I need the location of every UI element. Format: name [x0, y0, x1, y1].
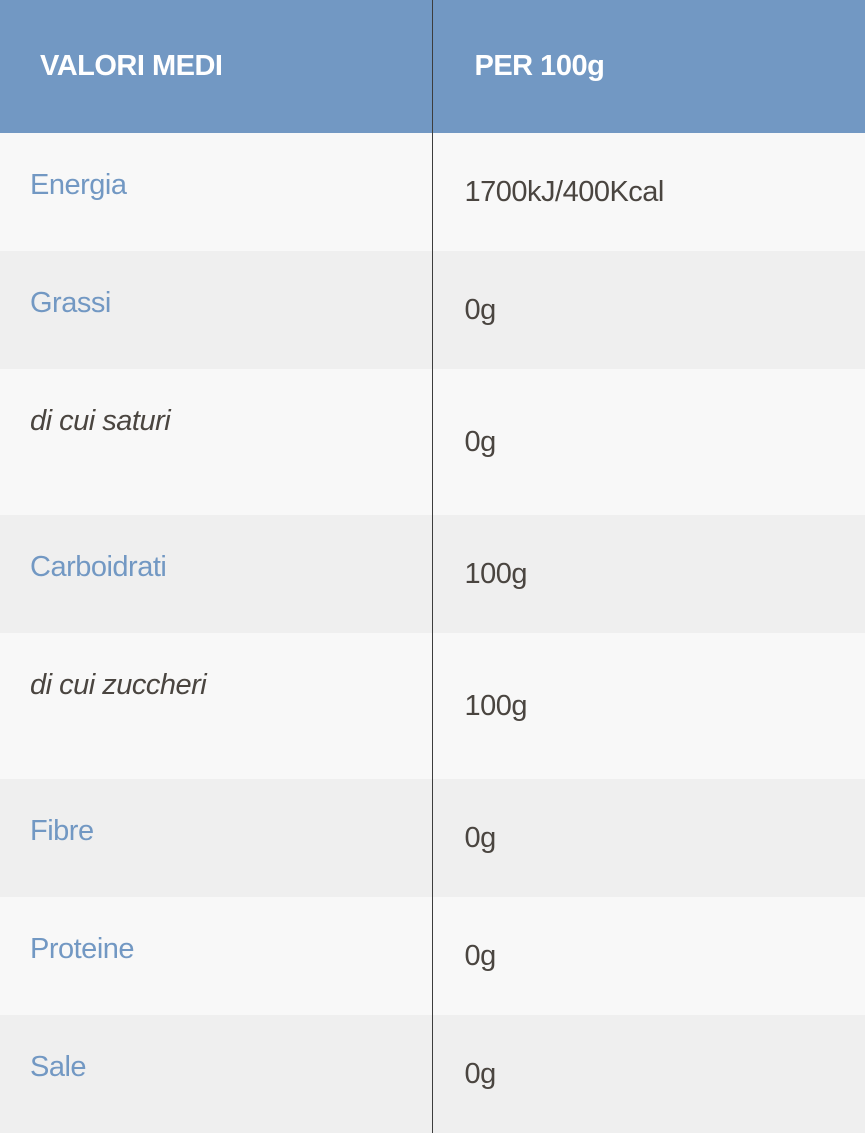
header-row: VALORI MEDI PER 100g [0, 0, 865, 133]
row-label: Carboidrati [0, 515, 433, 633]
row-value: 0g [432, 897, 865, 1015]
row-label: di cui zuccheri [0, 633, 433, 779]
header-per-100g: PER 100g [432, 0, 865, 133]
table-row: di cui saturi 0g [0, 369, 865, 515]
row-label: Fibre [0, 779, 433, 897]
row-value: 0g [432, 251, 865, 369]
table-row: di cui zuccheri 100g [0, 633, 865, 779]
header-valori-medi: VALORI MEDI [0, 0, 433, 133]
row-value: 0g [432, 1015, 865, 1133]
row-label: Energia [0, 133, 433, 251]
table-row: Proteine 0g [0, 897, 865, 1015]
row-value: 0g [432, 779, 865, 897]
row-value: 100g [432, 515, 865, 633]
row-label: Proteine [0, 897, 433, 1015]
row-value: 0g [432, 369, 865, 515]
table-row: Carboidrati 100g [0, 515, 865, 633]
row-value: 1700kJ/400Kcal [432, 133, 865, 251]
row-label: Grassi [0, 251, 433, 369]
table-row: Fibre 0g [0, 779, 865, 897]
row-label: Sale [0, 1015, 433, 1133]
table-row: Grassi 0g [0, 251, 865, 369]
table-row: Energia 1700kJ/400Kcal [0, 133, 865, 251]
table-row: Sale 0g [0, 1015, 865, 1133]
row-value: 100g [432, 633, 865, 779]
row-label: di cui saturi [0, 369, 433, 515]
